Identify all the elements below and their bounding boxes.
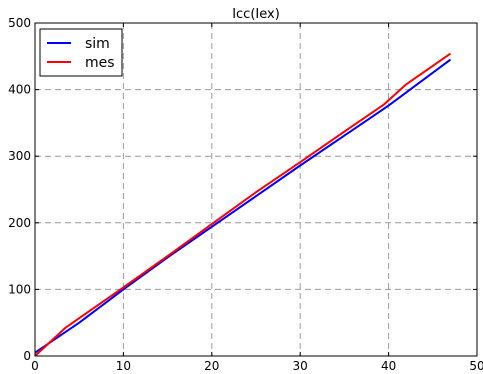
- legend-box: [39, 28, 123, 77]
- y-tick-label: 100: [8, 282, 31, 296]
- x-tick-label: 10: [116, 359, 131, 373]
- plot-area-frame: [34, 22, 478, 357]
- x-tick-labels: 0 10 20 30 40 50: [31, 359, 483, 373]
- y-tick-label: 300: [8, 149, 31, 163]
- y-tick-label: 400: [8, 83, 31, 97]
- chart-title: Icc(Iex): [232, 7, 280, 22]
- x-tick-label: 30: [293, 359, 308, 373]
- x-tick-label: 0: [31, 359, 39, 373]
- y-tick-label: 200: [8, 216, 31, 230]
- y-tick-labels: 0 100 200 300 400 500: [8, 16, 31, 363]
- legend-label-mes: mes: [85, 55, 115, 71]
- legend: sim mes: [39, 28, 123, 77]
- series-lines: [34, 52, 452, 357]
- grid: [35, 23, 477, 356]
- x-tick-label: 20: [204, 359, 219, 373]
- x-tick-label: 40: [381, 359, 396, 373]
- x-tick-label: 50: [469, 359, 483, 373]
- series-line-mes: [34, 52, 452, 357]
- axis-ticks: [34, 22, 478, 357]
- legend-label-sim: sim: [85, 36, 110, 52]
- series-line-sim: [34, 58, 452, 354]
- y-tick-label: 500: [8, 16, 31, 30]
- y-tick-label: 0: [23, 349, 31, 363]
